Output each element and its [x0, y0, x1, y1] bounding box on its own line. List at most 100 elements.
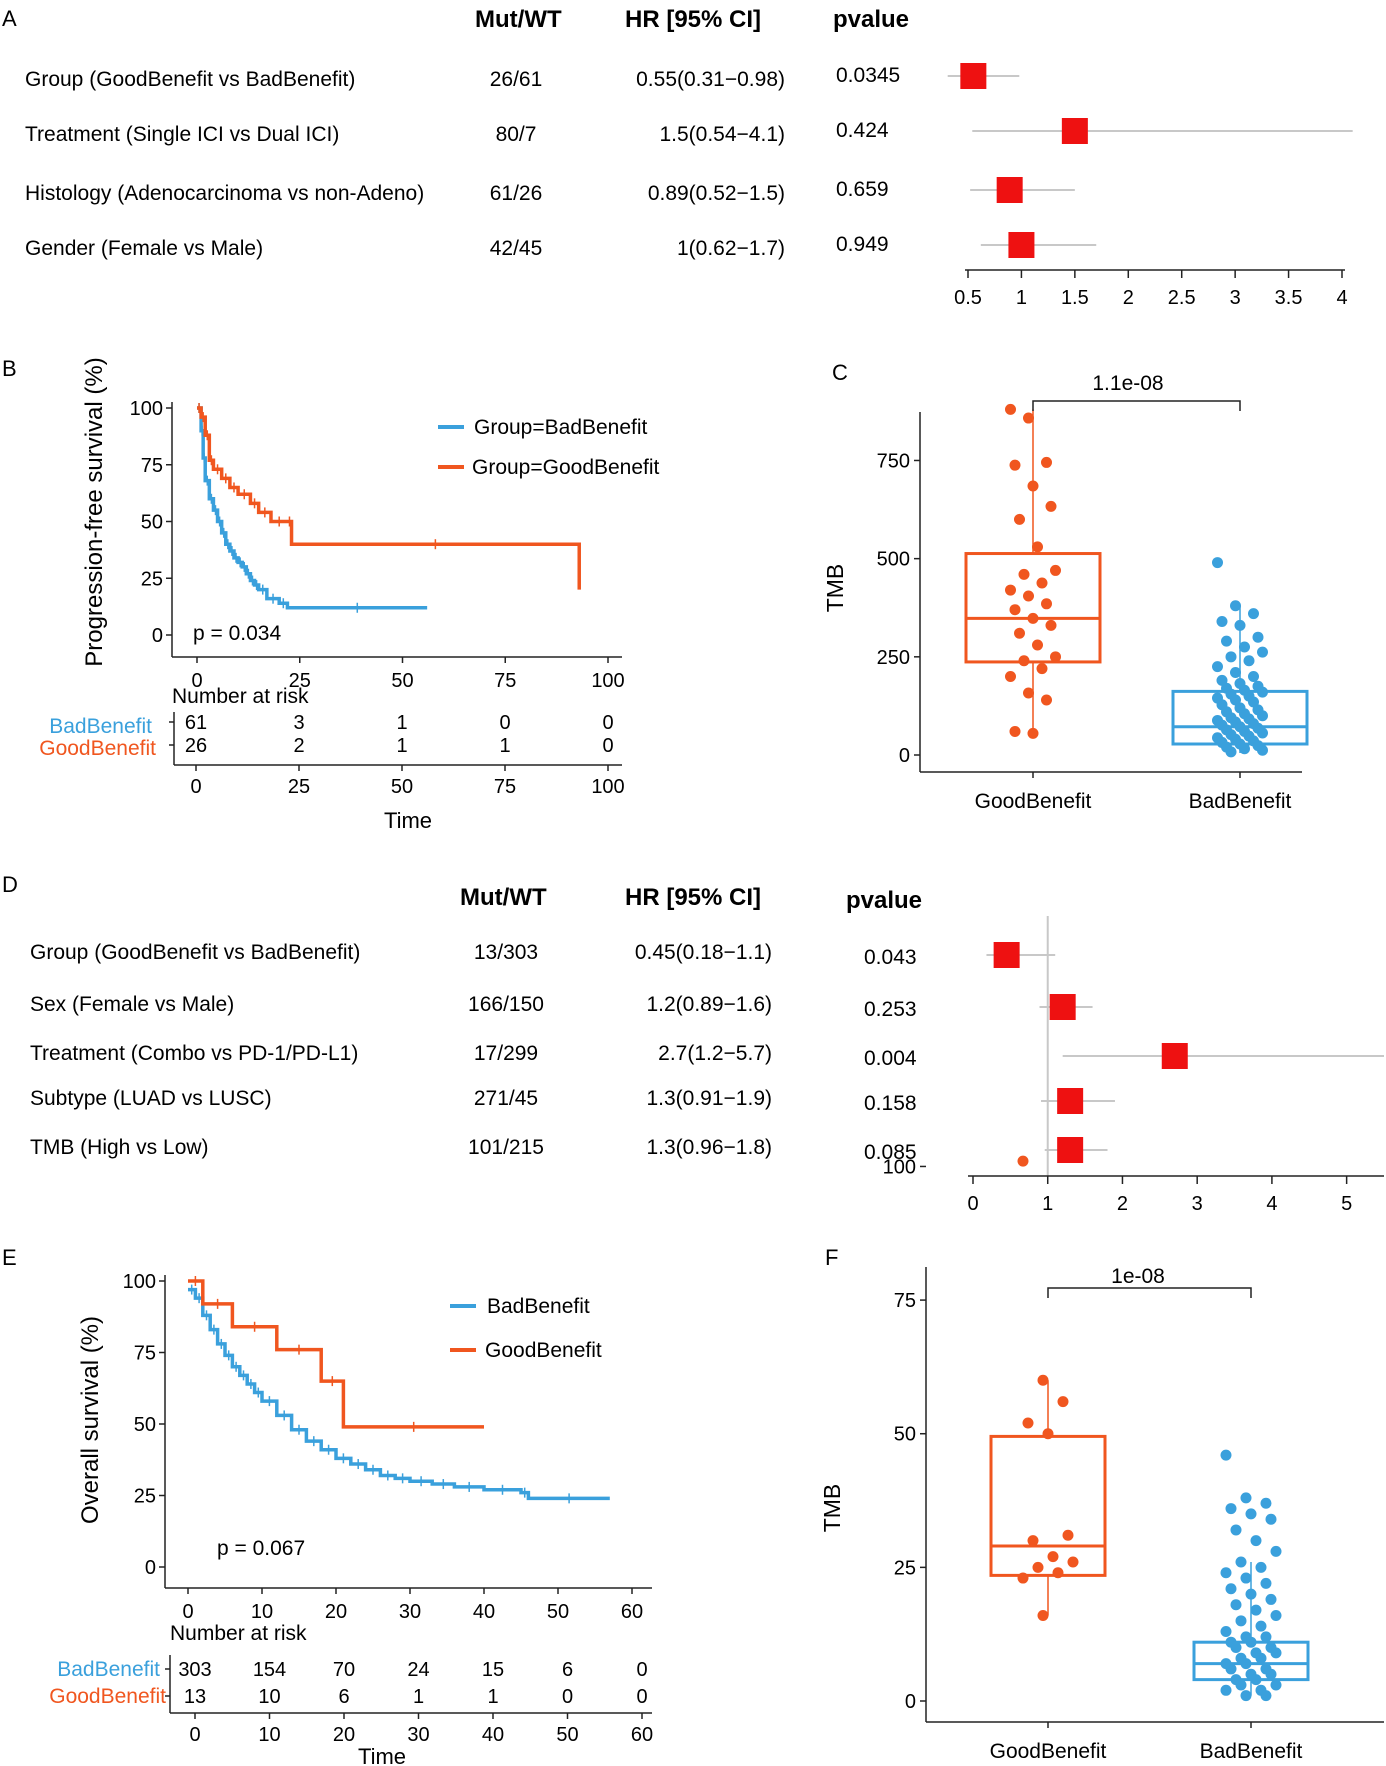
risk-x-tick-label: 0 [189, 1724, 200, 1746]
row-hr: 0.45(0.18−1.1) [635, 941, 772, 964]
data-point [1257, 727, 1268, 739]
hr-marker [996, 177, 1023, 203]
header-hr-a: HR [95% CI] [625, 6, 761, 33]
data-point [1009, 459, 1021, 471]
header-hr-d: HR [95% CI] [625, 884, 761, 911]
x-tick-label: 0 [191, 670, 202, 692]
x-tick-label: 100 [591, 670, 624, 692]
data-point [1023, 687, 1034, 699]
row-pvalue: 0.085 [864, 1141, 917, 1164]
header-mutwt-d: Mut/WT [460, 884, 547, 911]
x-tick-label: 30 [399, 1601, 421, 1623]
risk-count: 61 [185, 712, 207, 734]
legend-b: Group=BadBenefit Group=GoodBenefit [438, 416, 660, 479]
panel-label-a: A [2, 6, 17, 31]
x-tick-label: 50 [547, 1601, 569, 1623]
row-label: Subtype (LUAD vs LUSC) [30, 1087, 272, 1110]
row-pvalue: 0.0345 [836, 64, 900, 87]
x-tick-label: 2 [1117, 1193, 1128, 1215]
hr-marker [1057, 1137, 1084, 1163]
x-tick-label: 3.5 [1275, 287, 1303, 309]
data-point [1027, 612, 1039, 624]
risk-title-b: Number at risk [172, 685, 309, 708]
data-point [1032, 541, 1043, 553]
row-hr: 0.89(0.52−1.5) [648, 182, 785, 205]
data-point [1230, 600, 1241, 612]
survival-curve-badbenefit [197, 406, 428, 610]
y-tick-label: 75 [894, 1290, 916, 1312]
data-point [1245, 1508, 1257, 1520]
data-point [1239, 743, 1250, 755]
x-tick-label: 2.5 [1168, 287, 1196, 309]
row-mutwt: 42/45 [490, 237, 543, 260]
risk-count: 154 [253, 1659, 286, 1681]
x-tick-label: 50 [391, 670, 413, 692]
risk-x-tick-label: 75 [494, 776, 516, 798]
risk-count: 26 [185, 735, 207, 757]
data-point [1032, 639, 1043, 651]
x-tick-label: 0 [182, 1601, 193, 1623]
data-point [1062, 1529, 1074, 1541]
forest-plot-a: Mut/WT HR [95% CI] pvalue Group (GoodBen… [25, 6, 1353, 309]
y-tick-label: 750 [877, 450, 910, 472]
data-point [1036, 663, 1048, 675]
data-point [1027, 727, 1039, 739]
panel-label-f: F [825, 1245, 838, 1270]
y-tick-label: 50 [134, 1414, 156, 1436]
x-tick-label: 5 [1341, 1193, 1352, 1215]
data-point [1250, 1535, 1262, 1547]
y-tick-label: 25 [141, 568, 163, 590]
risk-count: 0 [636, 1686, 647, 1708]
risk-x-tick-label: 40 [482, 1724, 504, 1746]
x-tick-label: 60 [621, 1601, 643, 1623]
data-point [1225, 1583, 1237, 1595]
row-label: Treatment (Single ICI vs Dual ICI) [25, 123, 339, 146]
data-point [1050, 564, 1061, 576]
data-point [1240, 1572, 1252, 1584]
risk-x-tick-label: 60 [631, 1724, 653, 1746]
hr-marker [993, 942, 1020, 968]
risk-x-tick-label: 20 [333, 1724, 355, 1746]
ylabel-e: Overall survival (%) [77, 1316, 104, 1524]
data-point [1027, 1535, 1039, 1547]
x-tick-label: BadBenefit [1200, 1740, 1303, 1763]
data-point [1250, 1674, 1262, 1686]
data-point [1221, 635, 1232, 647]
x-tick-label: 4 [1336, 287, 1347, 309]
data-point [1248, 670, 1259, 682]
row-hr: 1.5(0.54−4.1) [659, 123, 785, 146]
y-tick-label: 100 [883, 1156, 916, 1178]
header-pvalue-a: pvalue [833, 6, 909, 33]
data-point [1041, 694, 1052, 706]
y-tick-label: 0 [152, 625, 163, 647]
x-tick-label: 40 [473, 1601, 495, 1623]
x-tick-label: 0.5 [954, 287, 982, 309]
row-label: Sex (Female vs Male) [30, 993, 234, 1016]
x-tick-label: 3 [1192, 1193, 1203, 1215]
row-pvalue: 0.424 [836, 119, 889, 142]
x-tick-label: 1.5 [1061, 287, 1089, 309]
data-point [1047, 1551, 1059, 1563]
risk-count: 70 [333, 1659, 355, 1681]
data-point [1248, 608, 1259, 620]
data-point [1023, 590, 1034, 602]
row-pvalue: 0.949 [836, 233, 889, 256]
row-mutwt: 271/45 [474, 1087, 538, 1110]
box [989, 1434, 1107, 1577]
y-tick-label: 50 [894, 1424, 916, 1446]
risk-count: 0 [636, 1659, 647, 1681]
pvalue-b: p = 0.034 [193, 622, 281, 645]
data-point [1230, 1599, 1242, 1611]
row-mutwt: 101/215 [468, 1136, 544, 1159]
data-point [1037, 1609, 1049, 1621]
data-point [1257, 686, 1268, 698]
row-label: Treatment (Combo vs PD-1/PD-L1) [30, 1042, 358, 1065]
data-point [1225, 1663, 1237, 1675]
risk-count: 303 [178, 1659, 211, 1681]
row-mutwt: 17/299 [474, 1042, 538, 1065]
pvalue-e: p = 0.067 [217, 1537, 305, 1560]
data-point [1260, 1631, 1272, 1643]
data-point [1041, 598, 1052, 610]
risk-x-tick-label: 100 [591, 776, 624, 798]
risk-count: 1 [396, 712, 407, 734]
